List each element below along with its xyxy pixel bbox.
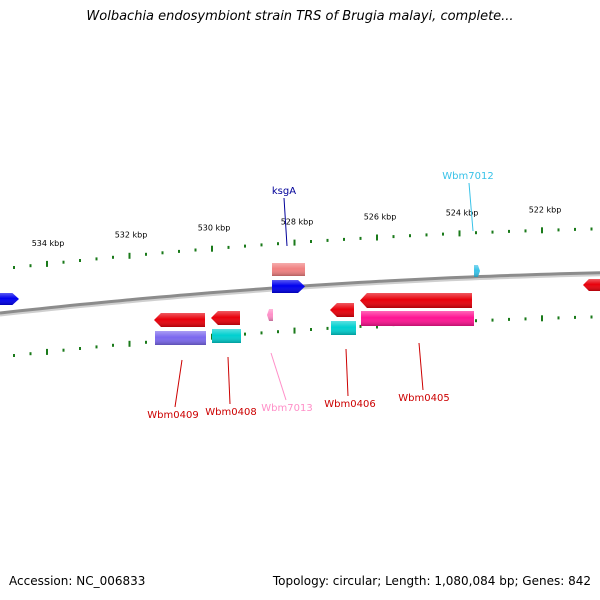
accession-text: Accession: NC_006833 <box>9 574 146 588</box>
feature-right-edge-shade <box>583 279 600 291</box>
scale-label: 522 kbp <box>529 205 562 214</box>
leader-line-wbm7013 <box>270 352 287 401</box>
leader-line-wbm0406 <box>345 348 349 397</box>
feature-magenta-shade <box>361 311 474 326</box>
scale-label: 534 kbp <box>32 239 65 248</box>
feature-cyan-2-shade <box>331 321 356 335</box>
gene-label-wbm7013[interactable]: Wbm7013 <box>261 403 312 414</box>
feature-ksga-shade <box>272 280 305 293</box>
scale-label: 530 kbp <box>198 224 231 233</box>
feature-wbm7013-shade <box>267 309 273 321</box>
gene-label-ksga[interactable]: ksgA <box>272 186 296 197</box>
feature-wbm0406-shade <box>330 303 354 317</box>
gene-label-wbm0409[interactable]: Wbm0409 <box>147 410 198 421</box>
gene-features <box>0 263 600 345</box>
feature-wbm0405-shade <box>360 293 472 308</box>
scale-label: 524 kbp <box>446 208 479 217</box>
leader-line-ksga <box>283 197 288 247</box>
map-title: Wolbachia endosymbiont strain TRS of Bru… <box>86 9 514 24</box>
topology-text: Topology: circular; Length: 1,080,084 bp… <box>272 574 591 588</box>
leader-line-wbm7012 <box>468 182 474 232</box>
feature-salmon-shade <box>272 263 305 276</box>
gene-label-wbm0405[interactable]: Wbm0405 <box>398 393 449 404</box>
leader-line-wbm0409 <box>174 359 183 408</box>
feature-wbm7012-shade <box>474 265 480 277</box>
gene-label-wbm0406[interactable]: Wbm0406 <box>324 399 375 410</box>
scale-label: 532 kbp <box>115 231 148 240</box>
backbone-shadow <box>0 273 600 317</box>
gene-label-lines <box>174 182 474 408</box>
scale-ticks <box>13 227 593 357</box>
feature-wbm0409-shade <box>154 313 205 327</box>
scale-label: 528 kbp <box>281 217 314 226</box>
gene-labels: ksgA Wbm7012 Wbm0409 Wbm0408 Wbm7013 Wbm0406 W… <box>147 171 493 421</box>
feature-left-edge-shade <box>0 293 19 305</box>
gene-label-wbm7012[interactable]: Wbm7012 <box>442 171 493 182</box>
feature-wbm0408-shade <box>211 311 240 325</box>
feature-cyan-shade <box>212 329 241 343</box>
feature-violet-shade <box>155 331 206 345</box>
scale-labels: 534 kbp 532 kbp 530 kbp 528 kbp 526 kbp 524 k… <box>32 205 562 248</box>
leader-line-wbm0408 <box>227 356 231 405</box>
scale-label: 526 kbp <box>364 212 397 221</box>
leader-line-wbm0405 <box>418 342 424 391</box>
gene-label-wbm0408[interactable]: Wbm0408 <box>205 407 256 418</box>
